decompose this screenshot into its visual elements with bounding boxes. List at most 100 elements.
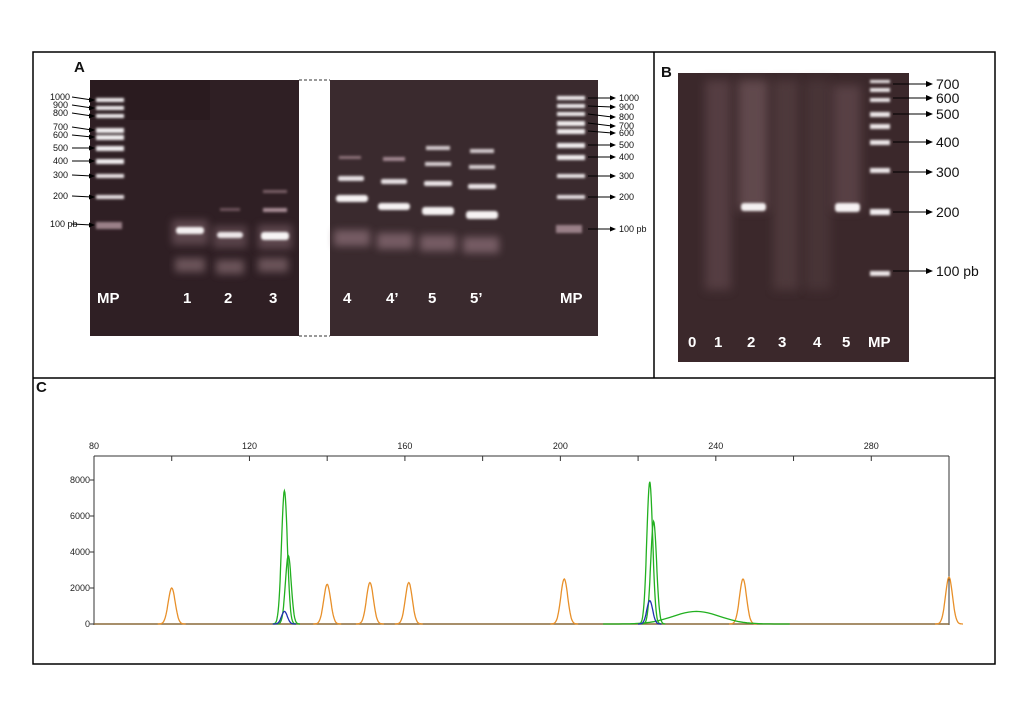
marker-a-right-400: 400 [619, 152, 634, 162]
traces [94, 481, 963, 625]
trace-peak [272, 488, 297, 625]
marker-a-right-arrowheads [610, 95, 616, 232]
marker-a-left-600: 600 [53, 130, 68, 140]
lanes-a: MP 1 2 3 4 4’ 5 5’ MP [97, 290, 583, 307]
y-tick-labels: 8000 6000 4000 2000 0 [70, 475, 90, 629]
trace-peak [935, 576, 963, 625]
ladder-a-left [96, 98, 124, 229]
marker-a-right-700: 700 [619, 121, 634, 131]
marker-a-left-200: 200 [53, 191, 68, 201]
x-ticks [93, 456, 950, 461]
marker-b-500: 500 [936, 106, 960, 122]
y-ticks [90, 479, 94, 625]
trace-peak [638, 599, 662, 625]
x-tick-label-120: 120 [242, 441, 257, 451]
gel-a-right [330, 80, 598, 336]
marker-a-right-200: 200 [619, 192, 634, 202]
marker-a-left-800: 800 [53, 108, 68, 118]
panel-c-letter: C [36, 379, 47, 396]
trace-peak [157, 587, 186, 625]
marker-a-left-arrowheads [89, 97, 95, 228]
trace-series-1 [272, 481, 790, 625]
trace-peak [313, 583, 342, 625]
markers-b: 700 600 500 400 300 200 100 pb [936, 76, 979, 279]
figure-border [32, 51, 996, 665]
marker-a-left-400: 400 [53, 156, 68, 166]
trace-peak [603, 610, 790, 625]
lane-b-5: 5 [842, 334, 850, 351]
trace-series-0 [157, 576, 963, 625]
lane-b-0: 0 [688, 334, 696, 351]
lanes-b: 0 1 2 3 4 5 MP [688, 334, 891, 351]
marker-b-arrowheads [926, 81, 933, 274]
ladder-a-right [556, 96, 585, 233]
lane-a-5: 5 [428, 290, 436, 307]
marker-a-left-1000: 1000 [50, 92, 70, 102]
lane-a-4prime: 4’ [386, 290, 399, 307]
marker-b-400: 400 [936, 134, 960, 150]
marker-a-right-100: 100 pb [619, 224, 647, 234]
marker-b-600: 600 [936, 90, 960, 106]
marker-a-left-700: 700 [53, 122, 68, 132]
trace-peak [272, 610, 297, 625]
y-tick-label-2000: 2000 [70, 583, 90, 593]
marker-a-left-100: 100 pb [50, 219, 78, 229]
x-tick-label-200: 200 [553, 441, 568, 451]
x-tick-label-280: 280 [864, 441, 879, 451]
marker-a-right-arrows [587, 97, 613, 230]
panel-a-letter: A [74, 59, 85, 76]
marker-a-left-500: 500 [53, 143, 68, 153]
trace-peak [637, 481, 662, 625]
marker-b-arrows [893, 83, 928, 272]
markers-a-left: 1000 900 800 700 600 500 400 300 200 100… [50, 92, 78, 229]
panel-b: 700 600 500 400 300 200 100 pb 0 1 2 3 4… [678, 73, 979, 362]
trace-peak [276, 554, 300, 625]
y-tick-label-6000: 6000 [70, 511, 90, 521]
lane-a-3: 3 [269, 290, 277, 307]
trace-peak [729, 578, 757, 625]
panel-b-letter: B [661, 64, 672, 81]
marker-b-200: 200 [936, 204, 960, 220]
lane-b-3: 3 [778, 334, 786, 351]
x-tick-labels: 80 120 160 200 240 280 [89, 441, 879, 451]
ladder-b [870, 80, 890, 276]
y-tick-label-8000: 8000 [70, 475, 90, 485]
trace-series-2 [272, 599, 662, 625]
marker-a-right-900: 900 [619, 102, 634, 112]
marker-a-right-300: 300 [619, 171, 634, 181]
marker-a-left-arrows [71, 96, 93, 226]
lane-b-2: 2 [747, 334, 755, 351]
y-tick-label-0: 0 [85, 619, 90, 629]
panel-c-plot: 80 120 160 200 240 280 8000 6000 4000 20… [70, 441, 963, 629]
lane-a-5prime: 5’ [470, 290, 483, 307]
trace-peak [550, 578, 579, 625]
marker-a-left-300: 300 [53, 170, 68, 180]
bands-a-left [172, 190, 292, 274]
lane-a-mp-right: MP [560, 290, 583, 307]
y-tick-label-4000: 4000 [70, 547, 90, 557]
marker-b-300: 300 [936, 164, 960, 180]
lane-a-2: 2 [224, 290, 232, 307]
lane-b-4: 4 [813, 334, 822, 351]
marker-a-right-500: 500 [619, 140, 634, 150]
bands-a-right [334, 146, 499, 253]
bands-b [705, 80, 861, 290]
trace-peak [641, 519, 666, 625]
marker-a-right-600: 600 [619, 128, 634, 138]
marker-a-right-1000: 1000 [619, 93, 639, 103]
lane-b-1: 1 [714, 334, 722, 351]
x-tick-label-80: 80 [89, 441, 99, 451]
lane-a-1: 1 [183, 290, 191, 307]
marker-b-100: 100 pb [936, 263, 979, 279]
lane-b-mp: MP [868, 334, 891, 351]
marker-a-left-900: 900 [53, 100, 68, 110]
lane-a-4: 4 [343, 290, 352, 307]
x-tick-label-240: 240 [708, 441, 723, 451]
marker-b-700: 700 [936, 76, 960, 92]
trace-peak [355, 581, 384, 625]
marker-a-right-800: 800 [619, 112, 634, 122]
trace-peak [394, 581, 423, 625]
lane-a-mp-left: MP [97, 290, 120, 307]
markers-a-right: 1000 900 800 700 600 500 400 300 200 100… [619, 93, 647, 234]
